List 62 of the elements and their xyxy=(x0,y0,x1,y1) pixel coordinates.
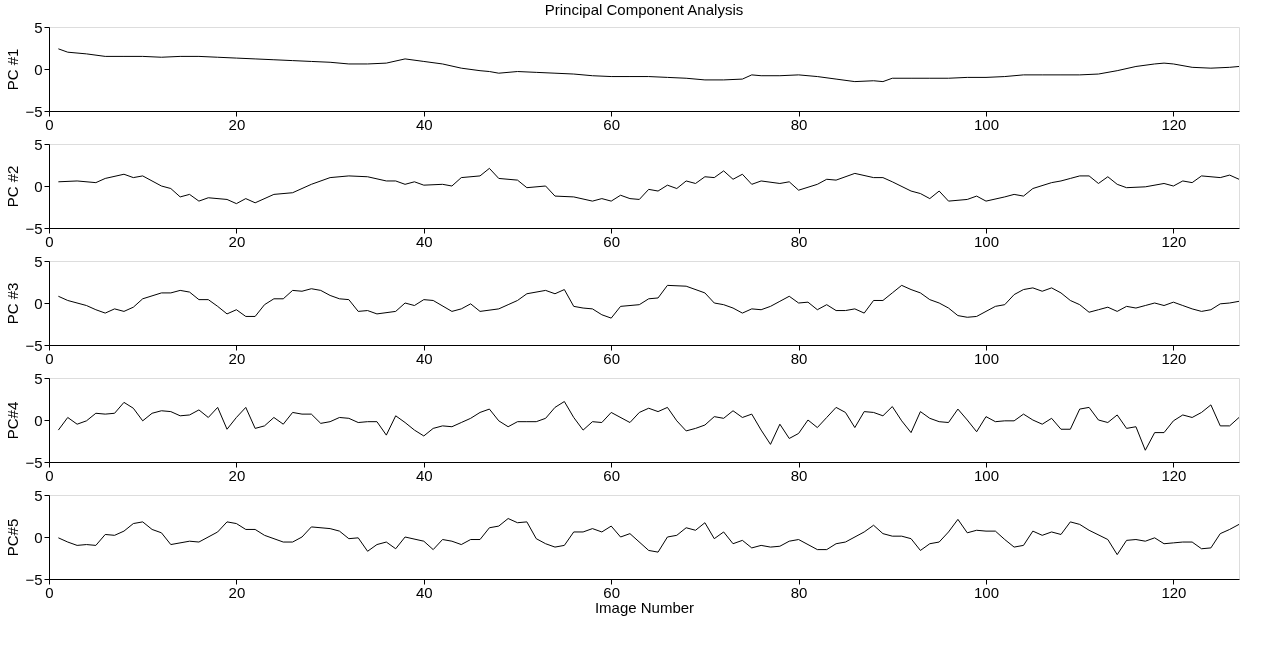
line-series xyxy=(57,167,1239,205)
y-tick-label: 5 xyxy=(34,252,43,270)
y-tick-label: −5 xyxy=(25,453,43,471)
x-tick-label: 100 xyxy=(973,583,1000,601)
y-axis-title: PC #3 xyxy=(4,282,22,325)
x-tick-label: 40 xyxy=(415,466,433,484)
line-series xyxy=(57,401,1239,451)
y-tick-label: −5 xyxy=(25,102,43,120)
x-tick-label: 120 xyxy=(1161,349,1187,367)
x-tick-label: 80 xyxy=(790,466,808,484)
y-tick-label: −5 xyxy=(25,219,43,237)
y-tick-label: 5 xyxy=(34,18,43,36)
x-tick-label: 0 xyxy=(45,583,54,601)
chart-title: Principal Component Analysis xyxy=(544,1,744,18)
x-tick-label: 0 xyxy=(45,349,54,367)
y-axis-title: PC#5 xyxy=(4,518,22,557)
x-tick-label: 120 xyxy=(1161,115,1187,133)
x-tick-label: 60 xyxy=(603,466,621,484)
x-tick-label: 60 xyxy=(603,349,621,367)
x-axis-title: Image Number xyxy=(594,598,695,616)
y-axis-title: PC #1 xyxy=(4,48,22,91)
x-tick-label: 20 xyxy=(228,466,246,484)
y-tick-label: 5 xyxy=(34,486,43,504)
x-tick-label: 100 xyxy=(973,466,1000,484)
y-tick-label: 0 xyxy=(34,411,43,429)
x-tick-label: 100 xyxy=(973,349,1000,367)
x-tick-label: 20 xyxy=(228,349,246,367)
y-tick-label: 5 xyxy=(34,369,43,387)
y-tick-label: −5 xyxy=(25,336,43,354)
x-tick-label: 120 xyxy=(1161,466,1187,484)
x-tick-label: 0 xyxy=(45,466,54,484)
x-tick-label: 0 xyxy=(45,115,54,133)
x-tick-label: 60 xyxy=(603,583,621,601)
line-series xyxy=(57,48,1239,83)
x-tick-label: 20 xyxy=(228,583,246,601)
x-tick-label: 40 xyxy=(415,583,433,601)
line-series xyxy=(57,518,1239,556)
x-tick-label: 20 xyxy=(228,115,246,133)
x-tick-label: 100 xyxy=(973,232,1000,250)
x-tick-label: 40 xyxy=(415,115,433,133)
x-tick-label: 80 xyxy=(790,232,808,250)
x-tick-label: 80 xyxy=(790,115,808,133)
x-tick-label: 60 xyxy=(603,115,621,133)
x-tick-label: 0 xyxy=(45,232,54,250)
line-series xyxy=(57,284,1239,319)
y-tick-label: 0 xyxy=(34,60,43,78)
y-axis-title: PC#4 xyxy=(4,401,22,440)
y-tick-label: 0 xyxy=(34,294,43,312)
y-tick-label: 0 xyxy=(34,528,43,546)
x-tick-label: 120 xyxy=(1161,232,1187,250)
x-tick-label: 60 xyxy=(603,232,621,250)
x-tick-label: 100 xyxy=(973,115,1000,133)
x-tick-label: 40 xyxy=(415,232,433,250)
y-tick-label: 5 xyxy=(34,135,43,153)
y-tick-label: 0 xyxy=(34,177,43,195)
y-tick-label: −5 xyxy=(25,570,43,588)
x-tick-label: 80 xyxy=(790,349,808,367)
x-tick-label: 120 xyxy=(1161,583,1187,601)
x-tick-label: 20 xyxy=(228,232,246,250)
x-tick-label: 80 xyxy=(790,583,808,601)
x-tick-label: 40 xyxy=(415,349,433,367)
y-axis-title: PC #2 xyxy=(4,165,22,208)
